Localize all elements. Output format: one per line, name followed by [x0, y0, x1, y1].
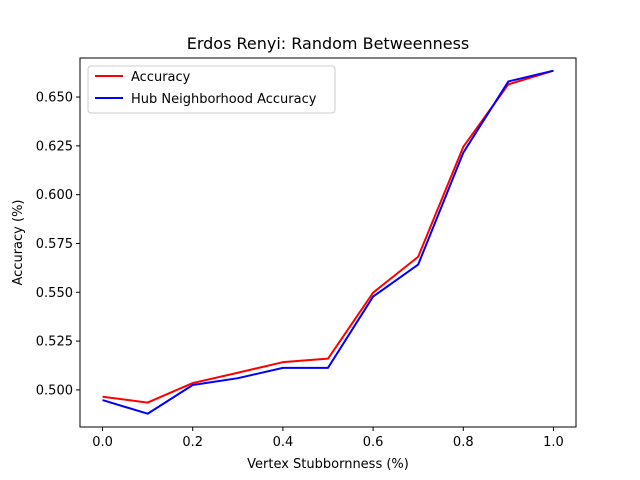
- y-tick-label: 0.525: [36, 335, 73, 350]
- x-axis-label: Vertex Stubbornness (%): [247, 457, 409, 472]
- y-axis-label: Accuracy (%): [11, 200, 26, 286]
- x-tick-label: 0.2: [182, 435, 203, 450]
- y-tick-label: 0.625: [36, 139, 73, 154]
- legend-label-hub-neighborhood-accuracy: Hub Neighborhood Accuracy: [131, 92, 317, 107]
- y-tick-label: 0.600: [36, 188, 73, 203]
- y-axis: 0.500 0.525 0.550 0.575 0.600 0.625 0.650: [36, 91, 80, 398]
- y-tick-label: 0.550: [36, 286, 73, 301]
- x-axis: 0.0 0.2 0.4 0.6 0.8 1.0: [92, 427, 564, 450]
- chart-title: Erdos Renyi: Random Betweenness: [187, 34, 470, 53]
- series-line-accuracy: [102, 69, 554, 404]
- plot-area: [102, 69, 554, 415]
- y-tick-label: 0.650: [36, 91, 73, 106]
- x-tick-label: 0.6: [363, 435, 384, 450]
- legend-box: [87, 65, 336, 114]
- y-tick-label: 0.575: [36, 237, 73, 252]
- x-tick-label: 1.0: [543, 435, 564, 450]
- series-line-hub-neighborhood-accuracy: [102, 69, 554, 415]
- y-tick-label: 0.500: [36, 383, 73, 398]
- axes-frame: [79, 57, 577, 428]
- legend-label-accuracy: Accuracy: [131, 70, 191, 85]
- x-tick-label: 0.0: [92, 435, 113, 450]
- legend: Accuracy Hub Neighborhood Accuracy: [87, 65, 336, 114]
- x-tick-label: 0.4: [273, 435, 294, 450]
- x-tick-label: 0.8: [453, 435, 474, 450]
